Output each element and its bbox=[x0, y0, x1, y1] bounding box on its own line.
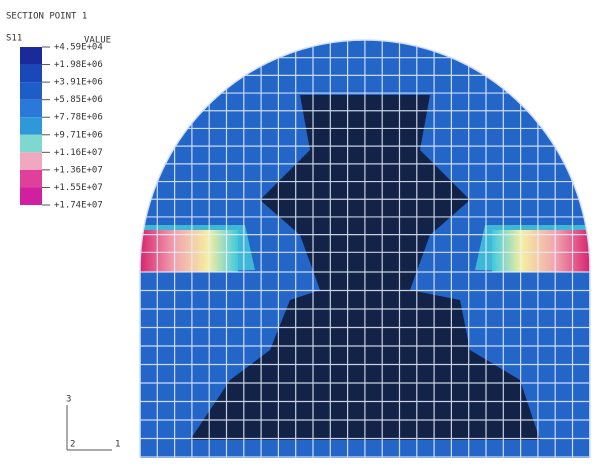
screen: SECTION POINT 1 S11 VALUE +4.59E+04+1.98… bbox=[0, 0, 601, 475]
legend-label: +7.78E+06 bbox=[54, 113, 103, 123]
legend-swatch bbox=[20, 152, 42, 170]
legend-label: +1.55E+07 bbox=[54, 183, 103, 193]
legend-swatch bbox=[20, 100, 42, 118]
legend-swatch bbox=[20, 82, 42, 100]
hot-spot bbox=[492, 230, 590, 272]
legend-swatch bbox=[20, 170, 42, 188]
hot-spot bbox=[140, 230, 238, 272]
legend-swatch bbox=[20, 65, 42, 83]
legend-label: +1.74E+07 bbox=[54, 201, 103, 211]
legend-swatch bbox=[20, 47, 42, 65]
axis-label: 2 bbox=[70, 440, 75, 450]
legend-swatch bbox=[20, 117, 42, 135]
legend-label: +9.71E+06 bbox=[54, 130, 103, 140]
legend-variable: S11 bbox=[6, 34, 22, 44]
legend-label: +4.59E+04 bbox=[54, 43, 103, 53]
legend-label: +1.98E+06 bbox=[54, 60, 103, 70]
legend-label: +1.16E+07 bbox=[54, 148, 103, 158]
legend-swatch bbox=[20, 187, 42, 205]
legend-swatch bbox=[20, 135, 42, 153]
legend-label: +1.36E+07 bbox=[54, 165, 103, 175]
legend-label: +5.85E+06 bbox=[54, 95, 103, 105]
contour-plot bbox=[130, 30, 600, 470]
axis-label: 1 bbox=[115, 440, 120, 450]
axis-label: 3 bbox=[66, 395, 71, 405]
legend-label: +3.91E+06 bbox=[54, 78, 103, 88]
legend: +4.59E+04 +1.98E+06 +3.91E+06 +5.85E+06 +7.7… bbox=[20, 43, 103, 211]
section-title: SECTION POINT 1 bbox=[6, 12, 87, 22]
